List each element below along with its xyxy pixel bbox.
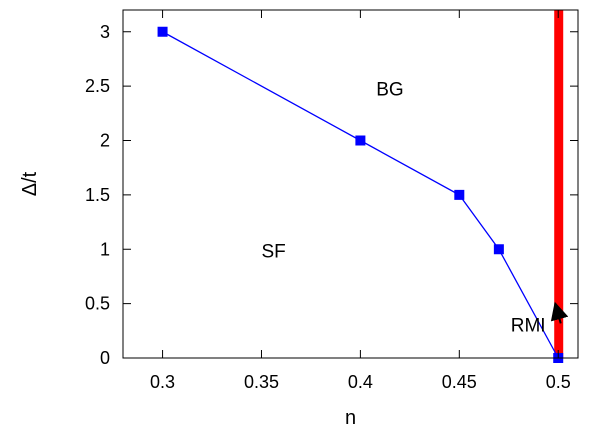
plot-frame: [122, 9, 579, 359]
data-point: [493, 244, 504, 255]
x-tick-label: 0.4: [348, 372, 373, 392]
rmi-band: [554, 10, 564, 358]
y-tick-label: 0: [100, 348, 110, 368]
data-point: [454, 189, 465, 200]
x-tick-label: 0.45: [442, 372, 477, 392]
x-tick-label: 0.35: [244, 372, 279, 392]
annotation-rmi: RMI: [511, 315, 546, 336]
annotation-bg: BG: [376, 79, 403, 100]
y-tick-label: 0.5: [85, 294, 110, 314]
annotation-layer: BG SF RMI: [261, 79, 569, 336]
y-tick-label: 1.5: [85, 185, 110, 205]
data-point: [157, 26, 168, 37]
series-line: [162, 31, 559, 359]
x-tick-label: 0.3: [150, 372, 175, 392]
band-layer: [554, 10, 564, 358]
y-tick-label: 2.5: [85, 76, 110, 96]
x-axis-label: n: [345, 407, 356, 429]
tick-layer: 0.3 0.35 0.4 0.45 0.5 0 0.5 1 1.5 2 2.5 3: [85, 10, 578, 392]
annotation-sf: SF: [261, 241, 285, 262]
series-layer: [157, 26, 564, 363]
y-axis-label: Δ/t: [19, 171, 41, 196]
x-tick-label: 0.5: [546, 372, 571, 392]
annotation-arrow: [550, 301, 569, 324]
data-point: [355, 135, 366, 146]
y-tick-label: 3: [100, 22, 110, 42]
y-tick-label: 2: [100, 131, 110, 151]
y-tick-label: 1: [100, 239, 110, 259]
